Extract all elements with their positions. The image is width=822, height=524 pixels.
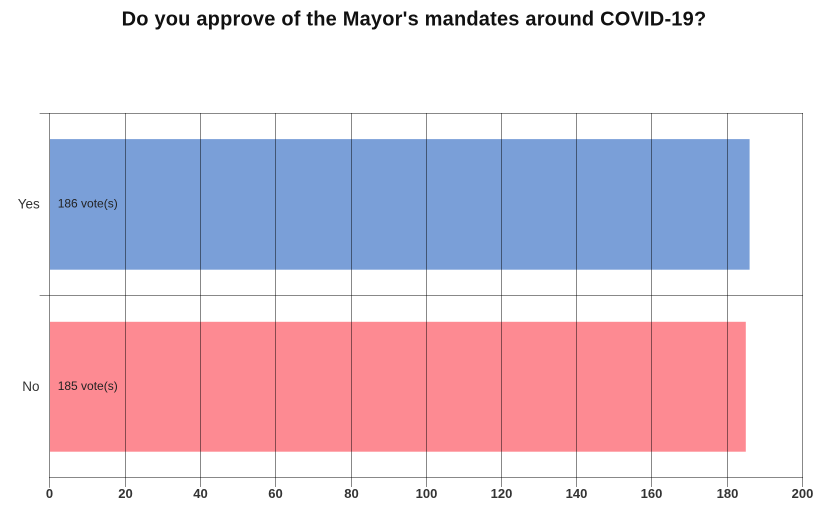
svg-text:No: No [22,379,39,394]
svg-text:120: 120 [491,486,513,501]
svg-text:140: 140 [566,486,588,501]
svg-text:20: 20 [118,486,132,501]
svg-text:160: 160 [641,486,663,501]
svg-text:40: 40 [193,486,207,501]
svg-text:180: 180 [717,486,739,501]
svg-text:100: 100 [416,486,438,501]
svg-text:Yes: Yes [18,196,40,211]
svg-text:60: 60 [268,486,282,501]
svg-text:200: 200 [792,486,814,501]
svg-text:0: 0 [46,486,53,501]
svg-text:80: 80 [344,486,358,501]
svg-text:185 vote(s): 185 vote(s) [58,379,118,393]
svg-text:186 vote(s): 186 vote(s) [58,197,118,211]
svg-text:Do you approve of the Mayor's: Do you approve of the Mayor's mandates a… [122,9,707,31]
